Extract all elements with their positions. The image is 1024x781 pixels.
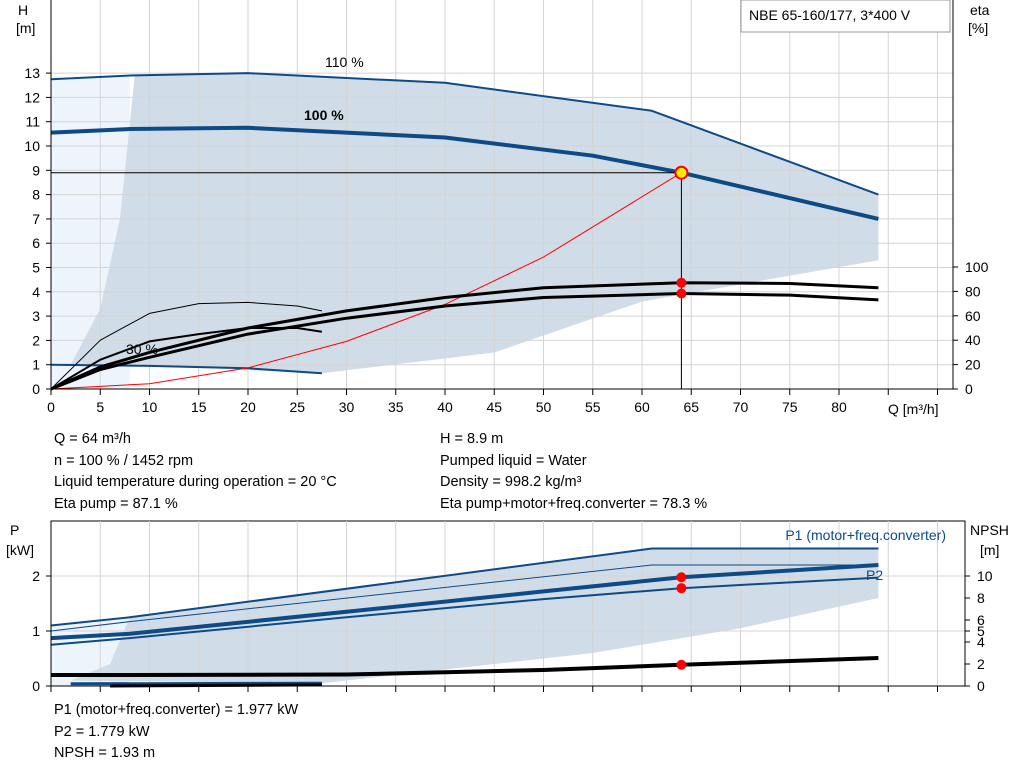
- y-tick-label: 6: [32, 235, 40, 251]
- info-npsh: NPSH = 1.93 m: [54, 745, 156, 761]
- y2-tick-label: 10: [977, 568, 993, 584]
- y-tick-label: 2: [32, 332, 40, 348]
- eta-pump-point: [676, 277, 687, 288]
- p-axis-unit: [kW]: [6, 542, 34, 558]
- curve-eta-pump-30: [50, 301, 322, 390]
- info-bottom: P1 (motor+freq.converter) = 1.977 kW P2 …: [54, 700, 298, 765]
- curve-eta-pump-100: [50, 281, 879, 391]
- y2-tick-label: 60: [965, 308, 981, 324]
- pump-title: NBE 65-160/177, 3*400 V: [749, 7, 911, 23]
- curve-p-30: [70, 681, 322, 686]
- envelope-1: [70, 73, 879, 374]
- y-tick-label: 5: [32, 260, 40, 276]
- envelope-1: [70, 548, 879, 684]
- y-tick-label: 0: [32, 381, 40, 397]
- info-temperature: Liquid temperature during operation = 20…: [54, 474, 337, 490]
- y2-tick-label: 6: [977, 612, 985, 628]
- y2-tick-label: 0: [965, 381, 973, 397]
- x-tick-label: 30: [339, 399, 355, 415]
- info-speed: n = 100 % / 1452 rpm: [54, 452, 194, 469]
- curve-p1-110: [50, 547, 879, 627]
- y-tick-label: 13: [24, 65, 40, 81]
- info-p2: P2 = 1.779 kW: [54, 723, 150, 740]
- info-liquid: Pumped liquid = Water: [440, 452, 587, 469]
- y2-tick-label: 20: [965, 357, 981, 373]
- x-tick-label: 70: [733, 399, 749, 415]
- y-tick-label: 2: [32, 568, 40, 584]
- p2-point: [676, 583, 687, 594]
- x-tick-label: 60: [634, 399, 650, 415]
- y-tick-label: 10: [24, 138, 40, 154]
- x-tick-label: 25: [289, 399, 305, 415]
- y-tick-label: 9: [32, 162, 40, 178]
- y-tick-label: 11: [25, 114, 40, 130]
- curve-eta-total-100: [50, 292, 879, 391]
- npsh-axis-label: NPSH: [970, 522, 1009, 538]
- label-100: 100 %: [304, 107, 344, 123]
- x-tick-label: 55: [585, 399, 601, 415]
- title-box: [740, 0, 951, 33]
- x-tick-label: 75: [782, 399, 798, 415]
- y2-tick-label: 80: [965, 283, 981, 299]
- eta-total-point: [676, 288, 687, 299]
- x-tick-label: 10: [142, 399, 158, 415]
- curve-h-110: [50, 72, 879, 196]
- y2-tick-label: 0: [977, 678, 985, 694]
- y2-tick-label: 100: [965, 259, 989, 275]
- x-tick-label: 0: [47, 399, 55, 415]
- label-110: 110 %: [325, 54, 364, 70]
- curve-h-30: [50, 363, 322, 375]
- duty-point: [674, 165, 689, 180]
- h-axis-unit: [m]: [16, 20, 35, 36]
- label-p1: P1 (motor+freq.converter): [785, 527, 946, 543]
- info-top-right: H = 8.9 m Pumped liquid = Water Density …: [440, 429, 707, 515]
- info-flow: Q = 64 m³/h: [54, 431, 131, 447]
- h-axis-label: H: [18, 2, 28, 18]
- label-30: 30 %: [126, 341, 158, 357]
- p1-point: [676, 572, 687, 583]
- x-tick-label: 65: [683, 399, 699, 415]
- y-tick-label: 1: [32, 357, 40, 373]
- x-tick-label: 20: [240, 399, 256, 415]
- y2-tick-label: 4: [977, 634, 985, 650]
- curve-npsh-100: [51, 656, 879, 677]
- y-tick-label: 4: [32, 284, 40, 300]
- curve-p1-thin: [50, 564, 879, 632]
- curve-p1-100: [50, 563, 879, 641]
- y-tick-label: 3: [32, 308, 40, 324]
- npsh-axis-unit: [m]: [980, 542, 999, 558]
- x-tick-label: 40: [437, 399, 453, 415]
- p-axis-label: P: [10, 522, 19, 538]
- curve-p2-100: [50, 576, 879, 646]
- y-tick-label: 1: [32, 623, 40, 639]
- y2-tick-label: 40: [965, 332, 981, 348]
- info-p1: P1 (motor+freq.converter) = 1.977 kW: [54, 702, 299, 718]
- npsh-point: [676, 659, 687, 670]
- y-tick-label: 8: [32, 187, 40, 203]
- q-axis-label: Q [m³/h]: [888, 401, 939, 417]
- y2-tick-label: 8: [977, 590, 985, 606]
- label-p2: P2: [866, 567, 883, 583]
- y-tick-label: 0: [32, 678, 40, 694]
- info-top-left: Q = 64 m³/h n = 100 % / 1452 rpm Liquid …: [54, 429, 337, 515]
- x-tick-label: 5: [96, 399, 104, 415]
- curve-eta-total-30: [50, 327, 323, 390]
- info-density: Density = 998.2 kg/m³: [440, 474, 582, 490]
- y2-tick-label: 2: [977, 656, 985, 672]
- x-tick-label: 80: [831, 399, 847, 415]
- eta-axis-unit: [%]: [968, 20, 988, 36]
- x-tick-label: 45: [486, 399, 502, 415]
- eta-axis-label: eta: [970, 2, 990, 18]
- x-tick-label: 50: [536, 399, 552, 415]
- x-tick-label: 15: [191, 399, 207, 415]
- info-eta-pump: Eta pump = 87.1 %: [54, 495, 178, 512]
- y-tick-label: 7: [32, 211, 40, 227]
- y-tick-label: 12: [24, 89, 40, 105]
- info-head: H = 8.9 m: [440, 431, 504, 447]
- info-eta-total: Eta pump+motor+freq.converter = 78.3 %: [440, 495, 708, 512]
- x-tick-label: 35: [388, 399, 404, 415]
- y2-tick-label: 5: [977, 623, 985, 639]
- curve-system-curve: [50, 172, 682, 390]
